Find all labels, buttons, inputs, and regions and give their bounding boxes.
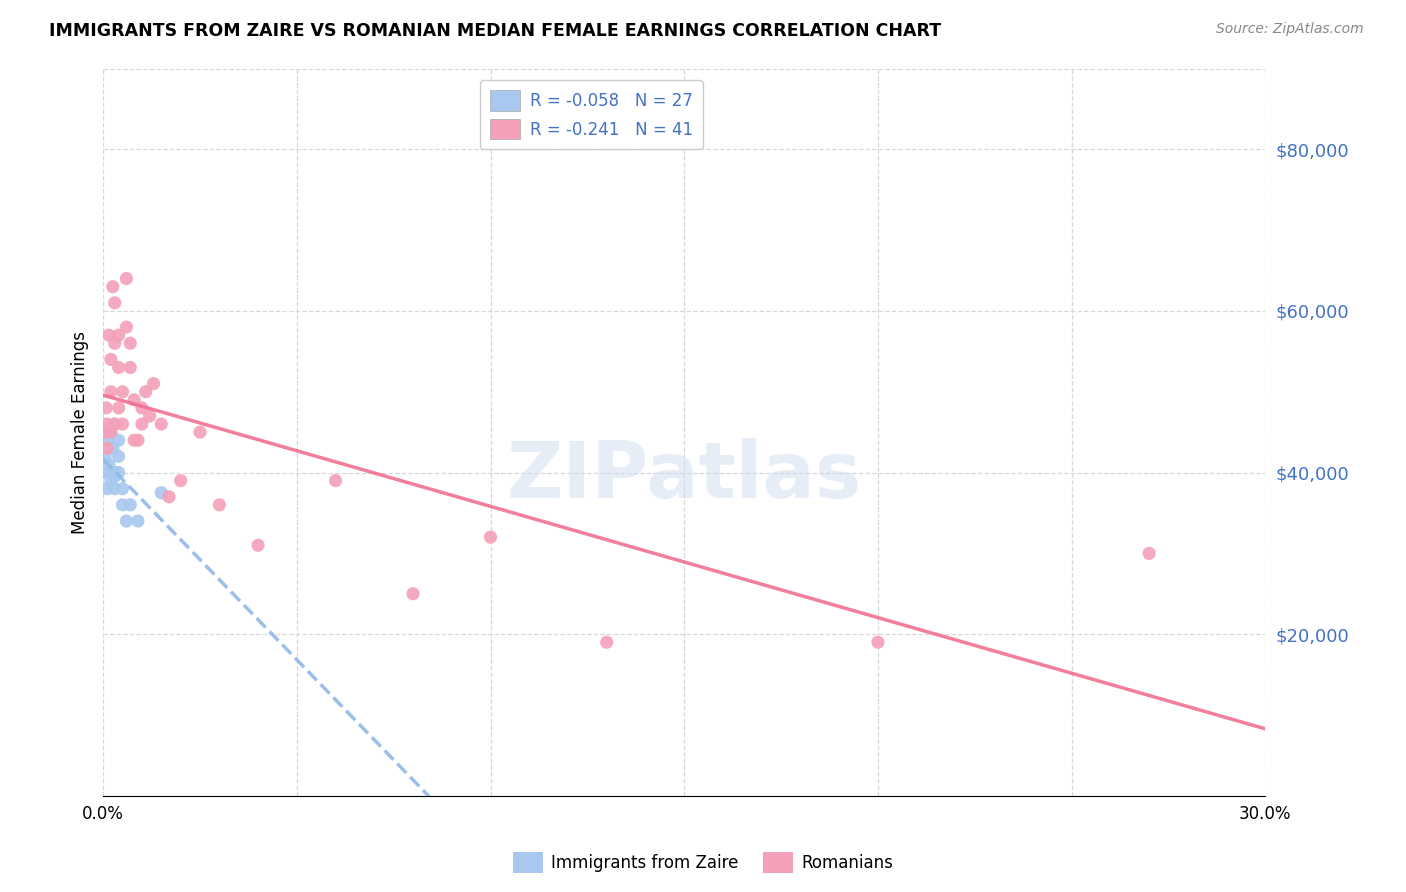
Point (104, 336, 127, 351)
Point (96, 401, 118, 415)
Point (131, 401, 153, 415)
Point (94, 425, 117, 439)
Point (107, 434, 129, 448)
Point (127, 514, 149, 528)
Legend: Immigrants from Zaire, Romanians: Immigrants from Zaire, Romanians (506, 846, 900, 880)
Text: Source: ZipAtlas.com: Source: ZipAtlas.com (1216, 22, 1364, 37)
Point (111, 417, 134, 431)
Point (104, 466, 127, 480)
Point (97, 458, 120, 472)
Point (96, 442, 118, 456)
Point (96, 466, 118, 480)
Point (104, 482, 127, 496)
Point (115, 514, 138, 528)
Point (596, 635, 619, 649)
Text: IMMIGRANTS FROM ZAIRE VS ROMANIAN MEDIAN FEMALE EARNINGS CORRELATION CHART: IMMIGRANTS FROM ZAIRE VS ROMANIAN MEDIAN… (49, 22, 942, 40)
Point (104, 417, 127, 431)
Point (100, 352, 122, 367)
Point (104, 417, 127, 431)
Point (104, 466, 127, 480)
Point (107, 401, 129, 415)
Point (325, 474, 347, 488)
Point (150, 417, 173, 431)
Point (107, 466, 129, 480)
Point (135, 384, 157, 399)
Point (127, 434, 149, 448)
Point (188, 425, 211, 439)
Point (107, 450, 129, 464)
Point (111, 498, 134, 512)
Point (107, 360, 129, 375)
Point (120, 498, 142, 512)
Point (94, 450, 117, 464)
Point (1137, 546, 1160, 560)
Point (97, 466, 120, 480)
Point (104, 469, 127, 483)
Point (115, 271, 138, 285)
Point (866, 635, 889, 649)
Point (247, 538, 270, 552)
Point (100, 425, 122, 439)
Point (120, 336, 142, 351)
Point (97, 328, 120, 343)
Point (402, 587, 425, 601)
Point (100, 384, 122, 399)
Point (111, 384, 134, 399)
Point (169, 474, 191, 488)
Point (96, 482, 118, 496)
Point (94, 466, 117, 480)
Point (479, 530, 502, 544)
Point (96, 434, 118, 448)
Point (96, 417, 118, 431)
Legend: R = -0.058   N = 27, R = -0.241   N = 41: R = -0.058 N = 27, R = -0.241 N = 41 (479, 80, 703, 150)
Point (115, 320, 138, 334)
Point (142, 376, 165, 391)
Point (101, 279, 124, 293)
Point (100, 474, 122, 488)
Point (101, 442, 124, 456)
Point (208, 498, 231, 512)
Point (138, 409, 160, 423)
Text: ZIPatlas: ZIPatlas (506, 438, 862, 514)
Point (150, 485, 173, 500)
Point (100, 466, 122, 480)
Point (100, 466, 122, 480)
Point (122, 392, 145, 407)
Point (104, 296, 127, 310)
Y-axis label: Median Female Earnings: Median Female Earnings (72, 331, 89, 533)
Point (107, 328, 129, 343)
Point (101, 466, 124, 480)
Point (120, 360, 142, 375)
Point (131, 417, 153, 431)
Point (157, 490, 180, 504)
Point (111, 482, 134, 496)
Point (100, 425, 122, 439)
Point (122, 434, 145, 448)
